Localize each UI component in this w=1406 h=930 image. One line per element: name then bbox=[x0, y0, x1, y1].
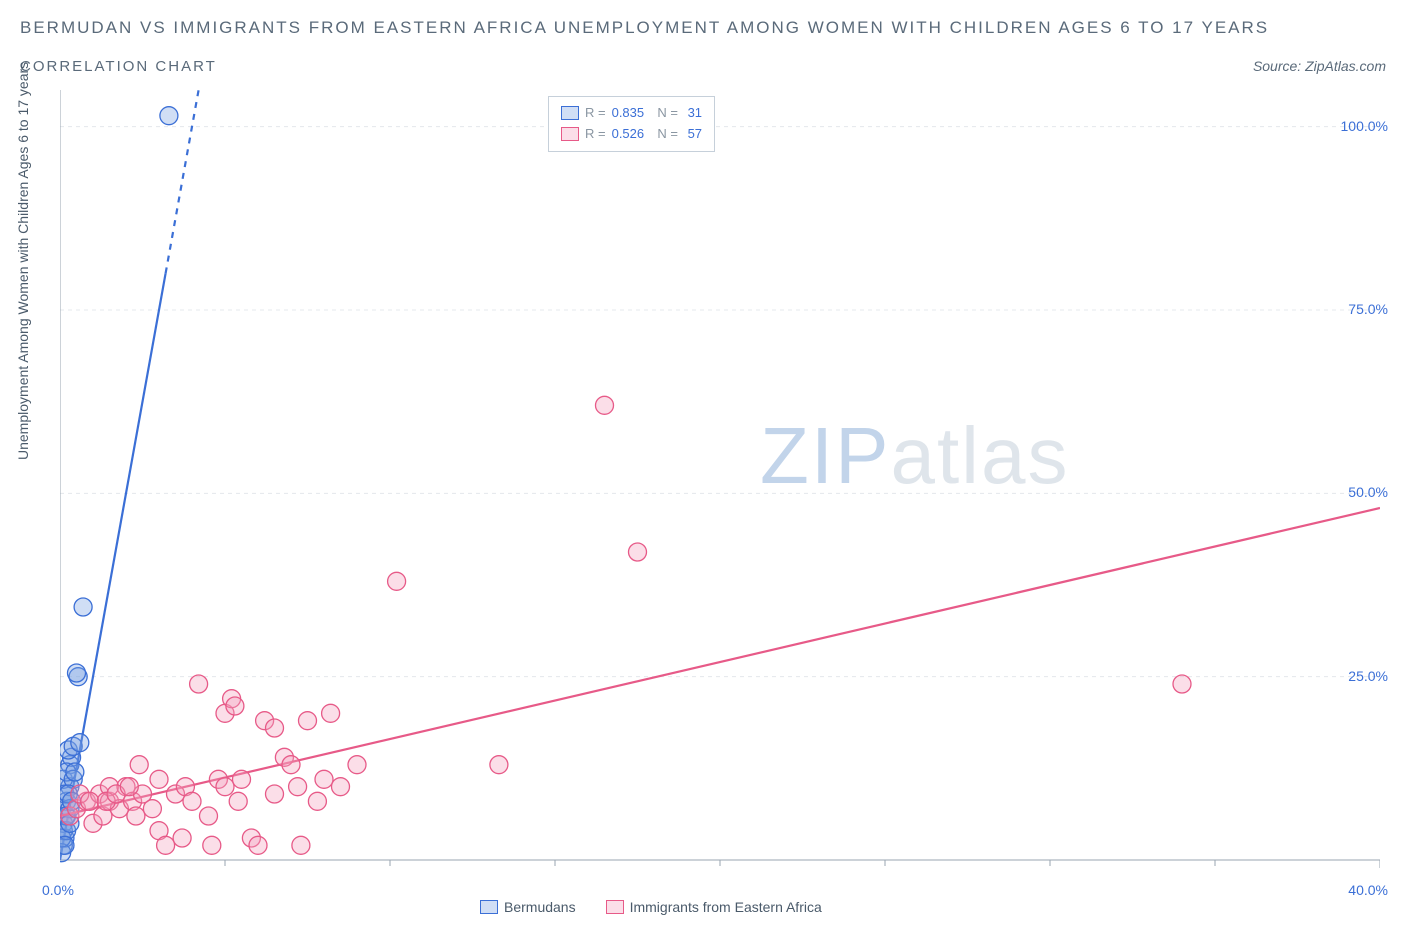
x-max-label: 40.0% bbox=[1348, 882, 1388, 898]
legend-swatch bbox=[480, 900, 498, 914]
y-tick-label: 50.0% bbox=[1348, 484, 1388, 500]
legend-label: Bermudans bbox=[504, 896, 576, 918]
legend-row: R = 0.835 N = 31 bbox=[561, 103, 702, 124]
scatter-plot bbox=[60, 90, 1380, 890]
y-axis-label: Unemployment Among Women with Children A… bbox=[15, 62, 31, 460]
legend-item: Immigrants from Eastern Africa bbox=[606, 896, 822, 918]
legend-n-value: 31 bbox=[684, 103, 702, 124]
legend-swatch bbox=[561, 127, 579, 141]
chart-title: BERMUDAN VS IMMIGRANTS FROM EASTERN AFRI… bbox=[20, 18, 1269, 38]
y-tick-label: 25.0% bbox=[1348, 668, 1388, 684]
legend-n-value: 57 bbox=[684, 124, 702, 145]
legend-n-label: N = bbox=[650, 103, 678, 124]
x-origin-label: 0.0% bbox=[42, 882, 74, 898]
chart-subtitle: CORRELATION CHART bbox=[20, 58, 217, 75]
legend-r-value: 0.526 bbox=[612, 124, 645, 145]
legend-row: R = 0.526 N = 57 bbox=[561, 124, 702, 145]
chart-area bbox=[60, 90, 1380, 890]
y-tick-label: 100.0% bbox=[1341, 118, 1388, 134]
series-legend: Bermudans Immigrants from Eastern Africa bbox=[480, 896, 822, 918]
legend-label: Immigrants from Eastern Africa bbox=[630, 896, 822, 918]
correlation-legend: R = 0.835 N = 31R = 0.526 N = 57 bbox=[548, 96, 715, 152]
legend-r-value: 0.835 bbox=[612, 103, 645, 124]
source-label: Source: ZipAtlas.com bbox=[1253, 58, 1386, 74]
legend-item: Bermudans bbox=[480, 896, 576, 918]
legend-r-label: R = bbox=[585, 103, 606, 124]
y-tick-label: 75.0% bbox=[1348, 301, 1388, 317]
legend-n-label: N = bbox=[650, 124, 678, 145]
legend-r-label: R = bbox=[585, 124, 606, 145]
legend-swatch bbox=[606, 900, 624, 914]
legend-swatch bbox=[561, 106, 579, 120]
